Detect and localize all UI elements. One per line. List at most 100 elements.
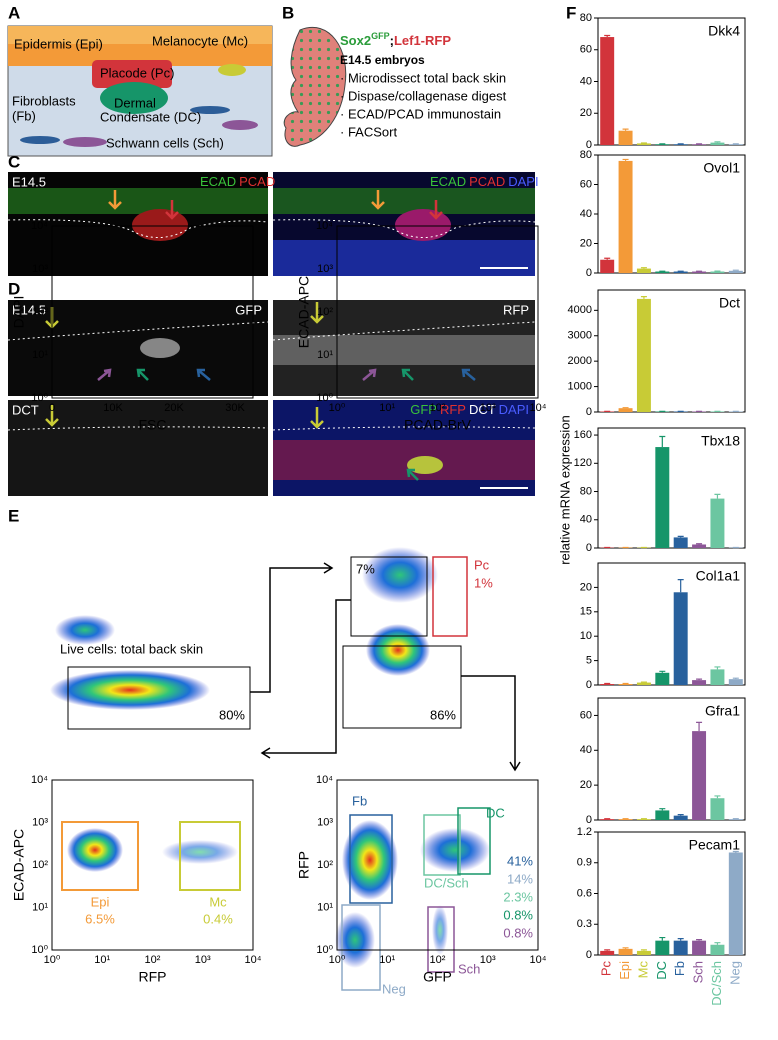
channel: RFP (503, 302, 529, 317)
bar (637, 299, 651, 412)
y-axis-label: ECAD-APC (296, 276, 312, 348)
x-tick-label: 10⁰ (44, 954, 61, 966)
y-tick-label: 10² (32, 859, 48, 871)
bar (619, 131, 633, 145)
x-tick-label: DC (654, 961, 669, 980)
stain (407, 456, 443, 474)
gate-label: DC (486, 805, 505, 820)
chart-title: Dct (719, 295, 740, 311)
bar (619, 161, 633, 273)
arrow (262, 600, 351, 758)
y-axis-label: ECAD-APC (11, 829, 27, 901)
y-tick-label: 10² (317, 859, 333, 871)
x-tick-label: 10¹ (379, 402, 395, 414)
melanocyte (218, 64, 246, 76)
chart-title: Col1a1 (696, 568, 741, 584)
error-bar (641, 950, 647, 951)
error-bar (714, 142, 720, 143)
bar (692, 544, 706, 548)
y-tick-label: 10³ (317, 263, 333, 275)
bar (655, 447, 669, 548)
gate-pct: 0.8% (503, 925, 533, 940)
gate-pct: 0.8% (503, 907, 533, 922)
y-tick-label: 10² (32, 306, 48, 318)
bar (655, 941, 669, 955)
gate-label: DC/Sch (424, 875, 469, 890)
y-tick-label: 0 (586, 406, 592, 418)
error-bar (696, 679, 702, 680)
channel: DAPI (508, 174, 538, 189)
bar (637, 683, 651, 685)
chart-title: Gfra1 (705, 703, 740, 719)
bar (674, 592, 688, 685)
error-bar (733, 270, 739, 271)
bar (655, 810, 669, 820)
chart-title: Tbx18 (701, 433, 740, 449)
error-bar (659, 938, 665, 941)
arrow (461, 676, 520, 770)
y-tick-label: 40 (580, 744, 592, 756)
stain (8, 188, 268, 214)
error-bar (659, 436, 665, 447)
error-bar (623, 129, 629, 131)
gate-pct: 41% (507, 853, 533, 868)
y-axis-label: DAPI (11, 296, 27, 329)
y-tick-label: 20 (580, 581, 592, 593)
bar (600, 260, 614, 273)
x-tick-label: Epi (617, 961, 632, 980)
y-tick-label: 0 (586, 679, 592, 691)
error-bar (678, 815, 684, 816)
genotype-rfp: Lef1-RFP (394, 33, 451, 48)
y-tick-label: 160 (574, 429, 592, 441)
y-tick-label: 80 (580, 485, 592, 497)
x-axis-label: RFP (139, 969, 167, 985)
error-bar (714, 667, 720, 669)
x-tick-label: 0 (49, 402, 55, 414)
y-tick-label: 2000 (568, 355, 592, 367)
y-tick-label: 60 (580, 709, 592, 721)
channel: GFP (235, 302, 262, 317)
stage: E14.5 embryos (340, 53, 425, 67)
bar (655, 673, 669, 685)
bar (637, 951, 651, 955)
channel: DAPI (499, 402, 529, 417)
x-tick-label: 10⁴ (530, 954, 547, 966)
y-tick-label: 10 (580, 630, 592, 642)
y-tick-label: 10³ (32, 816, 48, 828)
label: Epidermis (Epi) (14, 36, 103, 51)
panel-a: A Epidermis (Epi) Melanocyte (Mc) Placod… (8, 3, 272, 156)
y-tick-label: 10¹ (317, 349, 333, 361)
channel: ECAD (200, 174, 236, 189)
gate-pct: 80% (219, 707, 245, 722)
label: Dermal (114, 95, 156, 110)
y-tick-label: 0.3 (577, 918, 592, 930)
channel: DCT (12, 402, 39, 417)
genotype-gfp: Sox2 (340, 33, 371, 48)
error-bar (696, 940, 702, 941)
y-tick-label: 15 (580, 606, 592, 618)
step: · ECAD/PCAD immunostain (340, 106, 501, 121)
gate-pct: 14% (507, 871, 533, 886)
error-bar (714, 796, 720, 798)
gate-pct: 6.5% (85, 911, 115, 926)
error-bar (678, 580, 684, 593)
x-tick-label: 10⁰ (329, 402, 346, 414)
x-tick-label: 10¹ (379, 954, 395, 966)
error-bar (604, 950, 610, 951)
label: Placode (Pc) (100, 65, 174, 80)
error-bar (714, 943, 720, 945)
panel-b: B Sox2GFP;Lef1-RFP E14.5 embryos · Micro… (282, 3, 507, 146)
error-bar (604, 258, 610, 259)
stain (273, 440, 535, 480)
genotype: Sox2GFP;Lef1-RFP (340, 31, 451, 48)
label: Fibroblasts (12, 93, 76, 108)
x-tick-label: 30K (225, 402, 245, 414)
error-bar (733, 678, 739, 679)
y-tick-label: 10³ (32, 263, 48, 275)
error-bar (623, 159, 629, 160)
y-tick-label: 60 (580, 44, 592, 56)
density (420, 828, 490, 872)
label: Melanocyte (Mc) (152, 33, 248, 48)
